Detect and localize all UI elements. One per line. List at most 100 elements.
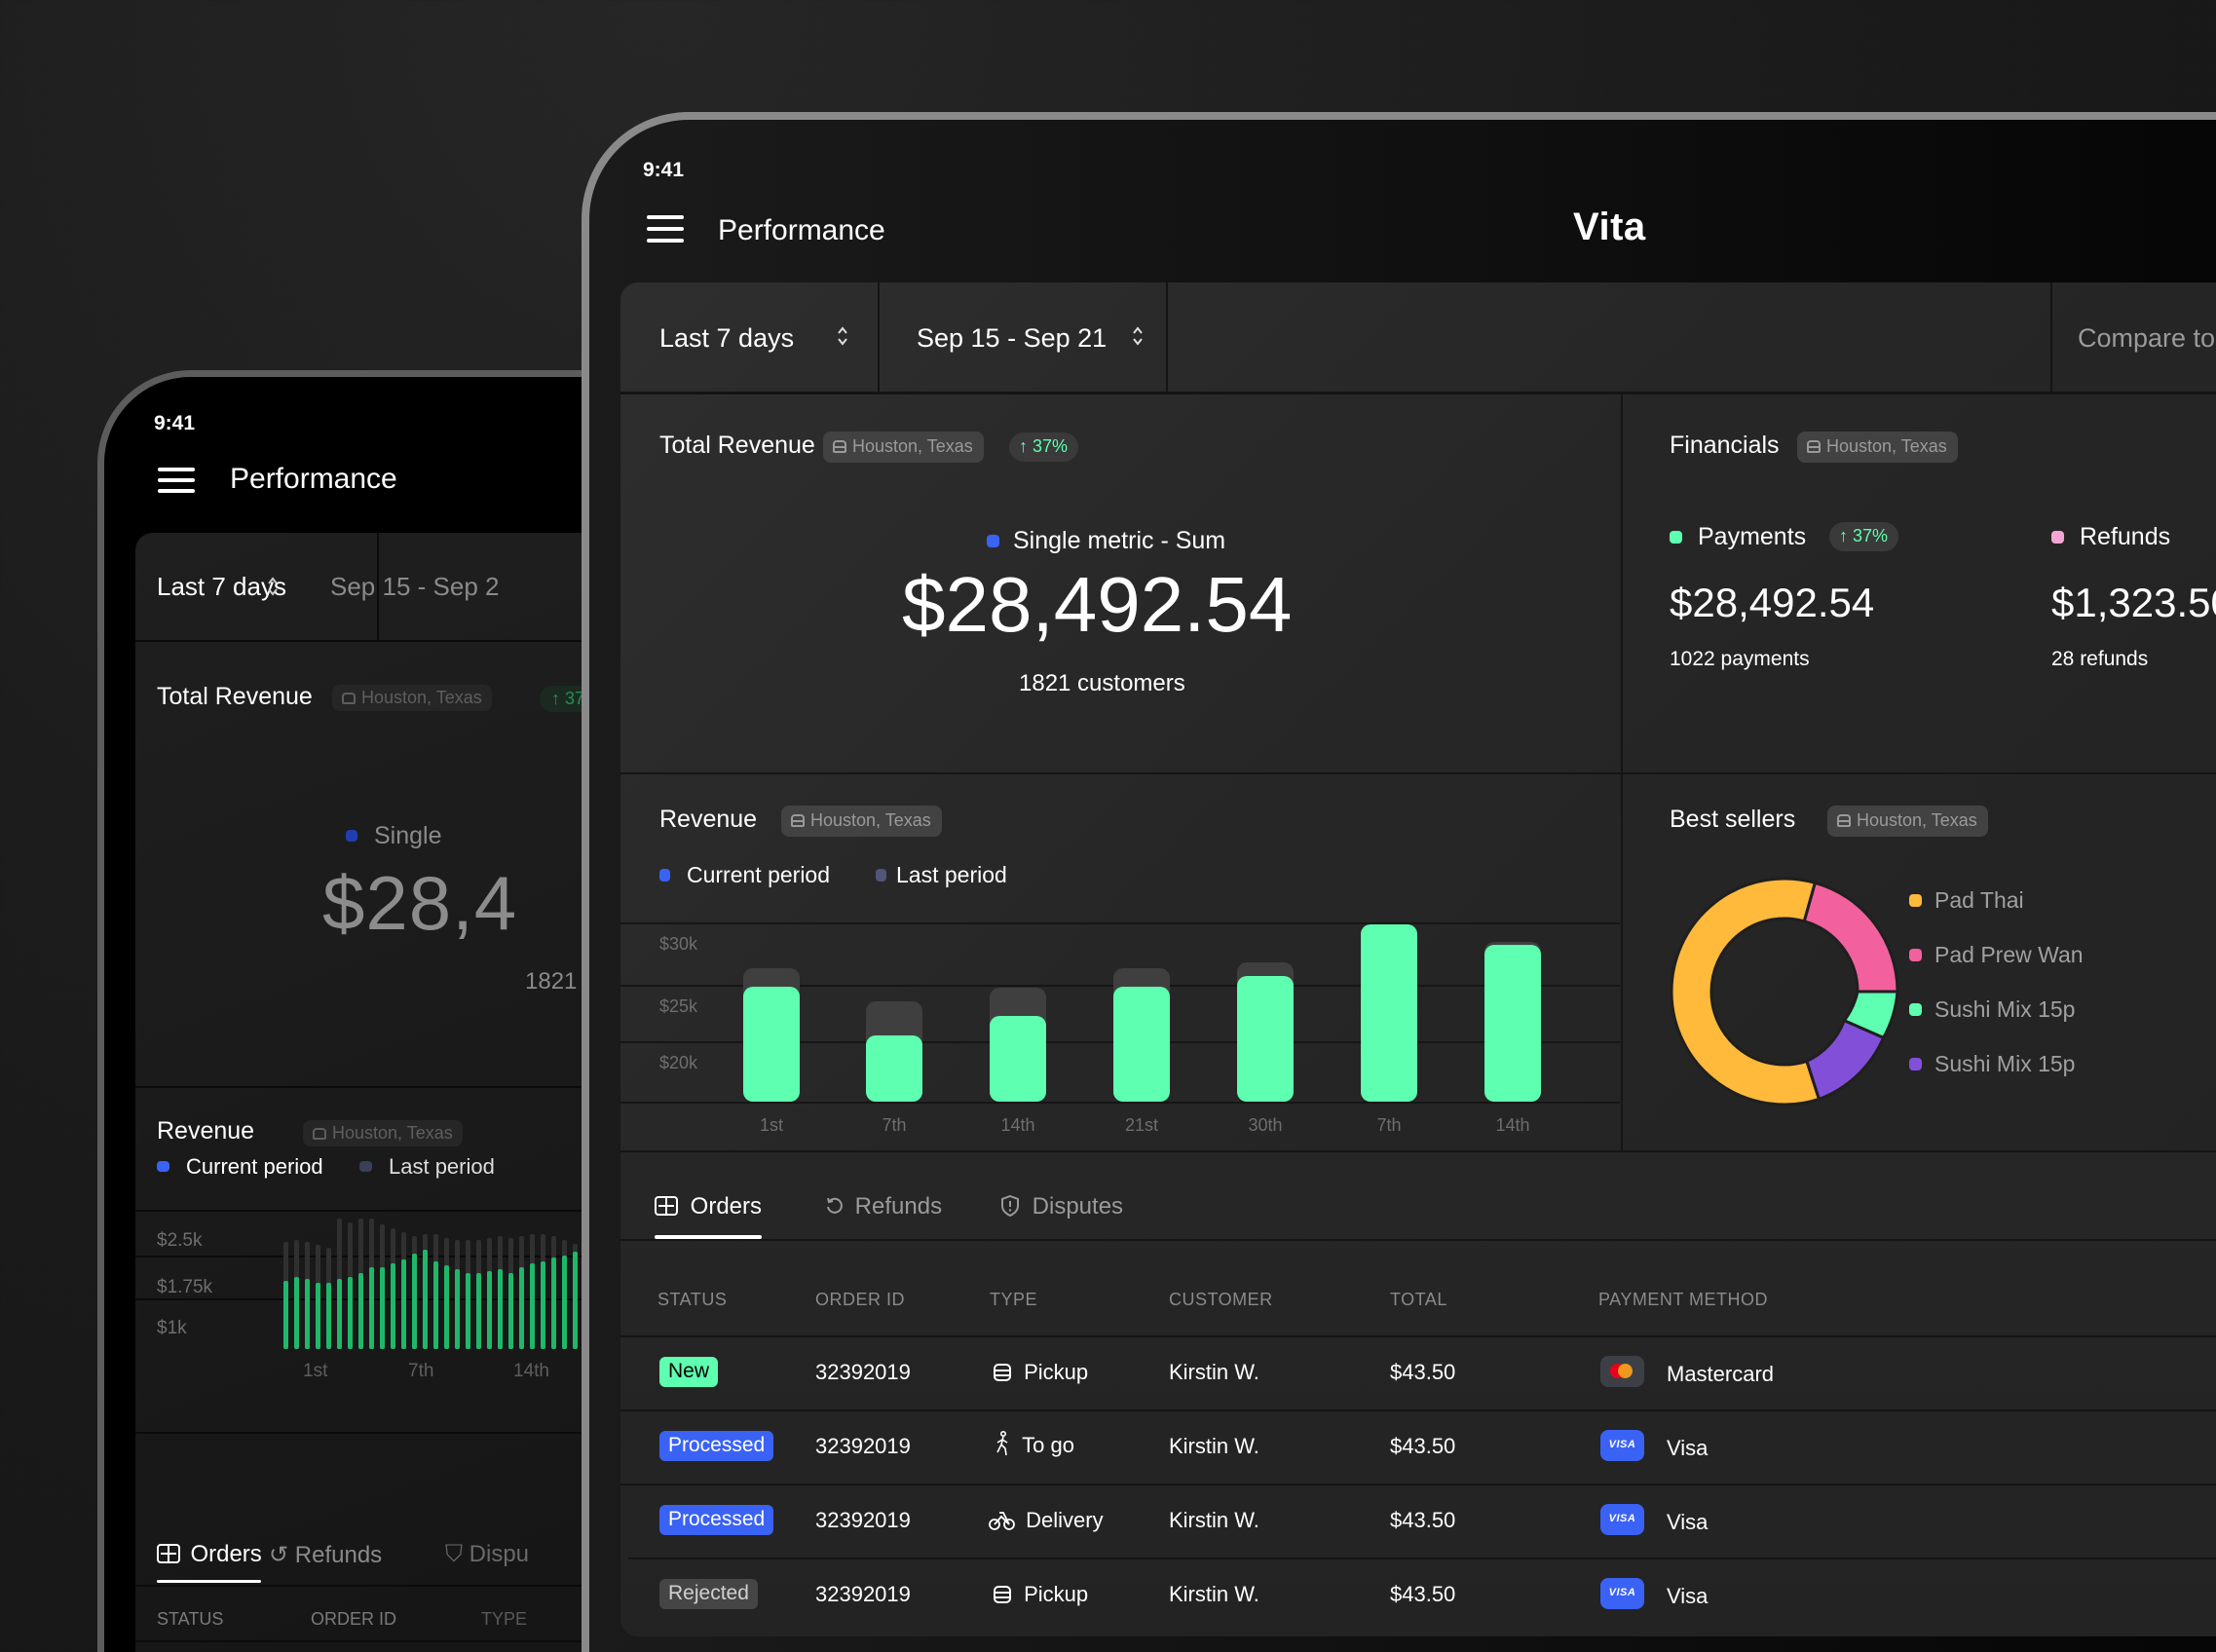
orders-section: Orders Refunds Disputes STATUS ORDER ID … xyxy=(620,1152,2216,1636)
col-order-id: ORDER ID xyxy=(815,1290,906,1309)
updown-chevron-icon xyxy=(838,326,847,346)
phone-divider xyxy=(135,1640,701,1642)
visa-icon: VISA xyxy=(1600,1430,1644,1461)
phone-tab-orders[interactable]: Orders xyxy=(157,1541,262,1568)
legend-last-period: Last period xyxy=(876,862,1007,888)
financials-title: Financials xyxy=(1670,432,1780,459)
phone-date-range[interactable]: Sep 15 - Sep 2 xyxy=(330,572,500,601)
legend-last-dot xyxy=(876,869,886,882)
row-divider xyxy=(620,1409,2216,1411)
orders-icon xyxy=(655,1196,678,1216)
card-divider xyxy=(620,1150,2216,1152)
bar-current-period xyxy=(1361,924,1417,1102)
date-range-select[interactable]: Sep 15 - Sep 21 xyxy=(880,282,1168,394)
payments-change-pill: ↑ 37% xyxy=(1829,522,1899,551)
tab-refunds[interactable]: Refunds xyxy=(825,1193,942,1220)
refunds-dot xyxy=(2051,531,2064,544)
order-total: $43.50 xyxy=(1390,1582,1456,1606)
metric-label: Single metric - Sum xyxy=(987,527,1225,555)
phone-tab-disputes[interactable]: ⛉ Dispu xyxy=(445,1541,530,1567)
table-row[interactable]: Rejected 32392019 Pickup Kirstin W. $43.… xyxy=(620,1559,2216,1632)
phone-y-tick: $2.5k xyxy=(157,1230,203,1251)
phone-x-tick: 7th xyxy=(408,1361,434,1381)
refunds-value: $1,323.50 xyxy=(2051,580,2216,625)
phone-metric-label: Single xyxy=(374,822,442,849)
gridline xyxy=(620,922,1620,924)
phone-tab-refunds[interactable]: ↺ Refunds xyxy=(269,1542,383,1568)
filter-bar: Last 7 days Sep 15 - Sep 21 Compare to xyxy=(620,282,2216,394)
phone-divider xyxy=(135,1086,701,1088)
location-pill: Houston, Texas xyxy=(781,806,942,837)
financials-card: Financials Houston, Texas Payments ↑ 37%… xyxy=(1623,394,2216,772)
bar-current-period xyxy=(1484,945,1541,1102)
phone-location-pill: Houston, Texas xyxy=(332,685,492,711)
phone-updown-chevron-icon xyxy=(268,577,278,596)
walking-icon xyxy=(996,1430,1008,1456)
compare-to-select[interactable]: Compare to xyxy=(2050,282,2216,394)
payments-count: 1022 payments xyxy=(1670,648,1810,670)
customer-name: Kirstin W. xyxy=(1169,1508,1259,1532)
arrow-up-icon: ↑ xyxy=(1839,526,1848,545)
tab-orders[interactable]: Orders xyxy=(655,1193,762,1220)
phone-chart-top-line xyxy=(135,1210,701,1212)
chart-baseline xyxy=(620,1102,1620,1104)
y-tick: $25k xyxy=(659,996,698,1016)
range-select[interactable]: Last 7 days xyxy=(620,282,880,394)
phone-revenue-location-pill: Houston, Texas xyxy=(303,1120,463,1146)
tablet-device: 9:41 Performance Vita Last 7 days Sep 15… xyxy=(582,112,2216,1652)
table-row[interactable]: Processed 32392019 To go Kirstin W. $43.… xyxy=(620,1411,2216,1483)
phone-y-tick: $1.75k xyxy=(157,1277,213,1297)
tab-disputes[interactable]: Disputes xyxy=(1000,1193,1123,1220)
x-tick: 21st xyxy=(1124,1115,1159,1135)
legend-item-sushi-mix-1: Sushi Mix 15p xyxy=(1909,996,2075,1023)
row-divider xyxy=(620,1483,2216,1485)
metric-dot xyxy=(987,535,999,547)
store-icon xyxy=(833,440,846,453)
phone-metric-dot xyxy=(346,830,357,842)
phone-legend-last: Last period xyxy=(389,1154,495,1179)
shield-alert-icon xyxy=(1001,1194,1019,1218)
bar-current-period xyxy=(743,987,800,1102)
order-type: Pickup xyxy=(993,1582,1088,1607)
visa-icon: VISA xyxy=(1600,1578,1644,1609)
x-tick: 14th xyxy=(1000,1115,1035,1135)
order-type: Pickup xyxy=(993,1360,1088,1385)
phone-revenue-title: Revenue xyxy=(157,1117,255,1145)
payment-method: Mastercard xyxy=(1667,1362,1775,1386)
col-payment-method: PAYMENT METHOD xyxy=(1598,1290,1769,1309)
table-row[interactable]: New 32392019 Pickup Kirstin W. $43.50 Ma… xyxy=(620,1337,2216,1409)
status-badge: Processed xyxy=(659,1431,774,1461)
phone-legend-current: Current period xyxy=(186,1154,323,1179)
table-row[interactable]: Processed 32392019 Delivery Kirstin W. $… xyxy=(620,1485,2216,1558)
header-divider xyxy=(620,1335,2216,1337)
x-tick: 30th xyxy=(1248,1115,1283,1135)
refunds-count: 28 refunds xyxy=(2051,648,2149,670)
best-sellers-donut-chart xyxy=(1670,877,1899,1107)
phone-page-title: Performance xyxy=(230,463,397,495)
x-tick: 1st xyxy=(759,1115,783,1135)
bar-current-period xyxy=(866,1035,922,1102)
date-range-label: Sep 15 - Sep 21 xyxy=(917,323,1108,353)
x-tick: 7th xyxy=(882,1115,907,1135)
phone-x-tick: 14th xyxy=(513,1361,549,1381)
phone-range-select[interactable]: Last 7 days xyxy=(135,533,379,642)
revenue-card: Revenue Houston, Texas Current period La… xyxy=(620,774,1621,1150)
bicycle-icon xyxy=(989,1512,1015,1530)
phone-filter-bar: Last 7 days Sep 15 - Sep 2 xyxy=(135,533,701,642)
refunds-label: Refunds xyxy=(2051,523,2170,551)
store-icon xyxy=(994,1586,1011,1603)
phone-y-tick: $1k xyxy=(157,1318,187,1338)
phone-menu-icon[interactable] xyxy=(158,468,195,493)
legend-dot xyxy=(1909,894,1922,907)
col-type: TYPE xyxy=(990,1290,1038,1309)
phone-col-status: STATUS xyxy=(157,1609,224,1629)
menu-icon[interactable] xyxy=(647,215,684,244)
y-tick: $30k xyxy=(659,934,698,954)
arrow-up-icon: ↑ xyxy=(1019,436,1028,456)
legend-current-dot xyxy=(659,869,670,882)
location-pill: Houston, Texas xyxy=(1827,806,1988,837)
bar-current-period xyxy=(990,1016,1046,1102)
refresh-icon: ↺ xyxy=(269,1542,289,1568)
location-pill: Houston, Texas xyxy=(823,432,984,463)
order-id: 32392019 xyxy=(815,1434,911,1458)
